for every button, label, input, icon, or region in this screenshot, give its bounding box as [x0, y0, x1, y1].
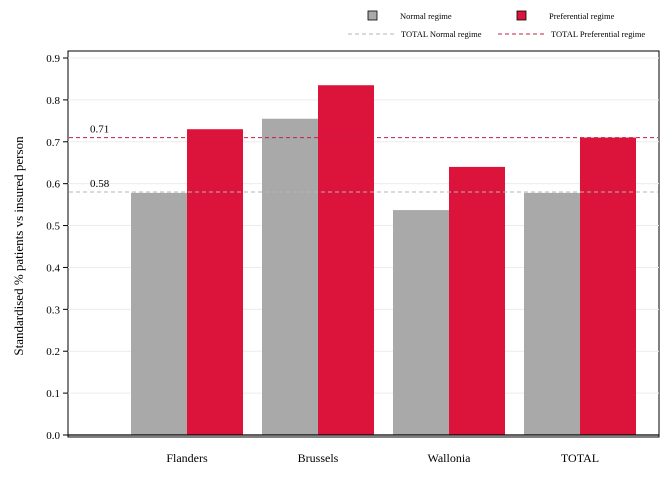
- legend-label: TOTAL Preferential regime: [551, 29, 645, 39]
- bar-normal-regime: [262, 118, 318, 435]
- y-tick-label: 0.4: [46, 262, 60, 274]
- plot-area: 0.0 0.1 0.2 0.3 0.4 0.5 0.6 0.7 0.8 0.9 Flanders Br…: [46, 50, 660, 465]
- legend-swatch: [367, 10, 378, 21]
- y-axis-label: Standardised % patients vs insured perso…: [11, 136, 26, 356]
- reference-line-label: 0.71: [90, 124, 109, 136]
- bar-preferential-regime: [318, 85, 374, 435]
- legend-label: Normal regime: [400, 11, 452, 21]
- y-tick-label: 0.1: [46, 388, 60, 400]
- x-tick-label: TOTAL: [561, 451, 599, 465]
- legend-label: Preferential regime: [549, 11, 615, 21]
- y-tick-label: 0.6: [46, 179, 60, 191]
- y-tick-label: 0.5: [46, 221, 60, 233]
- x-tick-label: Flanders: [166, 451, 208, 465]
- bar-preferential-regime: [187, 129, 243, 435]
- bar-normal-regime: [131, 192, 187, 435]
- y-tick-label: 0.3: [46, 304, 60, 316]
- bar-normal-regime: [524, 192, 580, 435]
- bar-preferential-regime: [580, 137, 636, 436]
- y-tick-label: 0.0: [46, 430, 60, 442]
- y-tick-label: 0.7: [46, 137, 60, 149]
- y-tick-label: 0.8: [46, 95, 60, 107]
- reference-line-label: 0.58: [90, 178, 110, 190]
- x-tick-label: Wallonia: [427, 451, 471, 465]
- y-tick-label: 0.2: [46, 346, 60, 358]
- y-tick-label: 0.9: [46, 53, 60, 65]
- legend-label: TOTAL Normal regime: [401, 29, 482, 39]
- bar-normal-regime: [393, 210, 449, 435]
- legend-swatch: [516, 10, 527, 21]
- legend: Normal regime Preferential regime TOTAL No…: [348, 10, 645, 39]
- bar-preferential-regime: [449, 166, 505, 435]
- x-tick-label: Brussels: [298, 451, 339, 465]
